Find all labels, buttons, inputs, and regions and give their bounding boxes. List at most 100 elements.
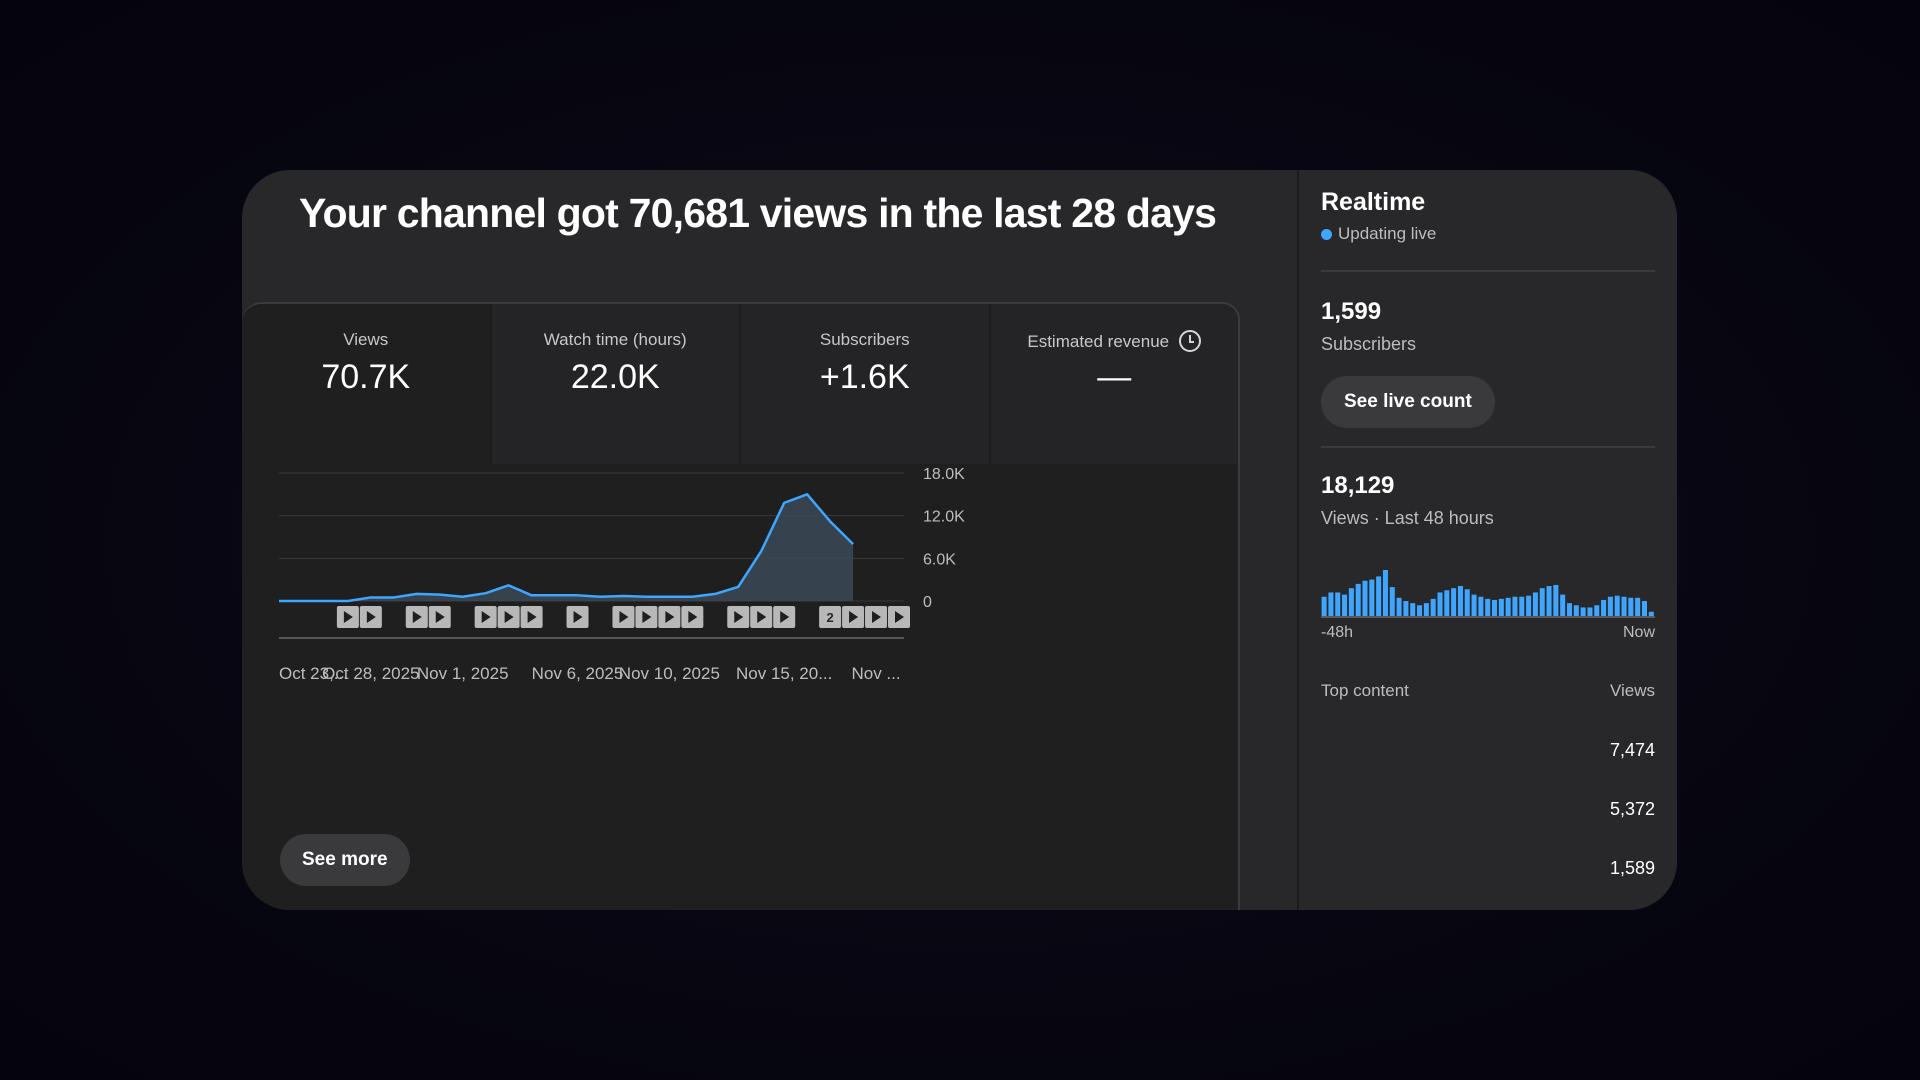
metric-value: 70.7K: [321, 358, 411, 396]
metric-value: 22.0K: [570, 358, 660, 396]
spark-bar: [1355, 583, 1361, 616]
live-dot-icon: [1321, 228, 1332, 240]
spark-bar: [1321, 596, 1327, 616]
spark-bar: [1614, 595, 1620, 616]
metric-value: —: [1097, 358, 1132, 396]
spark-bar: [1635, 597, 1641, 616]
spark-bar: [1580, 607, 1586, 616]
play-icon: [757, 611, 767, 623]
live-label: Updating live: [1338, 224, 1437, 243]
top-content-views: 5,372: [1609, 799, 1655, 819]
play-icon: [849, 611, 859, 623]
spark-bar: [1423, 603, 1429, 616]
play-icon: [619, 611, 629, 623]
spark-bar: [1566, 603, 1573, 616]
play-icon: [504, 611, 514, 623]
see-more-button[interactable]: See more: [280, 834, 410, 886]
spark-bar: [1382, 570, 1388, 616]
spark-bar: [1641, 601, 1647, 616]
play-icon: [872, 611, 882, 623]
metric-label: Estimated revenue: [991, 330, 1239, 352]
spark-bar: [1607, 596, 1613, 616]
spark-bar: [1519, 596, 1525, 616]
top-content-views: 1,589: [1609, 858, 1655, 878]
play-icon: [780, 611, 790, 623]
spark-bar: [1417, 605, 1423, 616]
clock-icon[interactable]: [1179, 330, 1202, 352]
divider: [1321, 446, 1655, 448]
realtime-views-sparkline[interactable]: [1321, 560, 1655, 620]
see-live-count-button[interactable]: See live count: [1321, 376, 1495, 428]
series-line: [279, 493, 854, 603]
play-icon: [412, 611, 422, 623]
headline: Your channel got 70,681 views in the las…: [299, 190, 1217, 236]
play-icon: [435, 611, 445, 623]
spark-bar: [1573, 605, 1579, 616]
spark-bar: [1539, 588, 1545, 616]
y-tick-label: 6.0K: [923, 551, 956, 568]
live-indicator: Updating live: [1321, 224, 1436, 244]
spark-bar: [1362, 580, 1368, 616]
spark-bar: [1512, 596, 1518, 616]
top-content-row[interactable]: 1,589: [1321, 858, 1655, 888]
spark-bar: [1403, 601, 1409, 616]
top-content-row[interactable]: 7,474: [1321, 740, 1655, 770]
play-icon: [481, 611, 491, 623]
spark-bar: [1451, 588, 1457, 616]
x-tick-label: Nov 10, 2025: [619, 664, 720, 683]
spark-bar: [1471, 594, 1477, 616]
x-tick-label: Nov 15, 20...: [736, 664, 832, 683]
spark-bar: [1410, 603, 1416, 616]
metric-label: Subscribers: [819, 330, 910, 349]
spark-bar: [1526, 595, 1532, 616]
spark-end-label: Now: [1622, 624, 1655, 641]
pane-divider: [1297, 170, 1299, 910]
metric-tab-watch-time[interactable]: Watch time (hours) 22.0K: [491, 304, 741, 464]
play-icon: [366, 611, 376, 623]
metric-tab-subscribers[interactable]: Subscribers +1.6K: [741, 304, 991, 464]
spark-bar: [1498, 598, 1504, 616]
video-marker: [819, 606, 842, 628]
y-tick-label: 0: [923, 594, 932, 611]
spark-bar: [1464, 589, 1470, 616]
play-icon: [642, 611, 652, 623]
video-marker-count: 2: [826, 610, 833, 625]
spark-bar: [1621, 596, 1627, 616]
spark-bar: [1594, 605, 1600, 616]
views-48h-label: Views · Last 48 hours: [1321, 508, 1494, 528]
subscriber-count: 1,599: [1321, 298, 1382, 325]
metric-tabs: Views 70.7K Watch time (hours) 22.0K Sub…: [242, 304, 1238, 464]
play-icon: [343, 611, 353, 623]
spark-bar: [1532, 592, 1538, 616]
spark-bar: [1648, 611, 1654, 616]
x-tick-label: Nov ...: [851, 664, 900, 683]
spark-bar: [1478, 596, 1484, 616]
spark-bar: [1348, 588, 1354, 616]
spark-bar: [1369, 579, 1375, 616]
x-tick-label: Oct 23,...: [279, 664, 348, 683]
y-tick-label: 18.0K: [923, 466, 965, 483]
spark-bar: [1492, 599, 1498, 616]
x-tick-label: Nov 6, 2025: [532, 664, 624, 683]
top-content-row[interactable]: 5,372: [1321, 799, 1655, 829]
spark-bar: [1628, 597, 1634, 616]
spark-bar: [1335, 592, 1341, 616]
spark-bar: [1376, 576, 1382, 616]
subscriber-label: Subscribers: [1321, 334, 1417, 354]
metric-label: Watch time (hours): [543, 330, 687, 349]
top-content-label: Top content: [1321, 681, 1409, 700]
play-icon: [895, 611, 904, 623]
metric-tab-revenue[interactable]: Estimated revenue —: [990, 304, 1239, 464]
play-icon: [665, 611, 675, 623]
spark-bar: [1587, 607, 1593, 616]
spark-start-label: -48h: [1321, 624, 1354, 641]
x-tick-label: Nov 1, 2025: [417, 664, 509, 683]
y-tick-label: 12.0K: [923, 509, 965, 526]
x-tick-label: Oct 28, 2025: [322, 664, 419, 683]
spark-bar: [1485, 598, 1491, 616]
metric-tab-views[interactable]: Views 70.7K: [242, 304, 492, 464]
metric-label-text: Estimated revenue: [1027, 332, 1170, 351]
divider: [1321, 270, 1655, 272]
metric-label: Views: [343, 330, 389, 349]
